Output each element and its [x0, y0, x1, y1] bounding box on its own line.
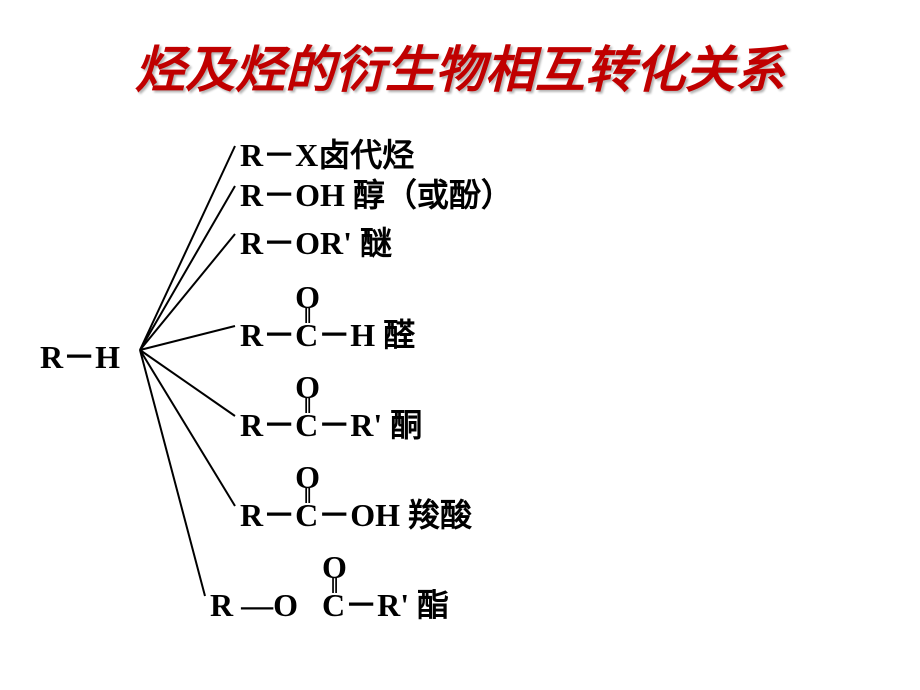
diagram-content: R－H R－X卤代烃R－OH 醇（或酚）R－OR' 醚R－O‖C－H 醛R－O‖… [40, 110, 880, 670]
compound-label: 酮 [390, 407, 422, 443]
carbonyl-group: O‖C [322, 587, 345, 624]
double-bond: ‖ [322, 575, 345, 597]
formula-prefix: R－ [240, 497, 295, 533]
page-title: 烃及烃的衍生物相互转化关系 [0, 30, 920, 102]
formula-prefix: R [210, 587, 233, 623]
compound-label: 醚 [360, 225, 392, 261]
connector-line [140, 350, 235, 506]
compound-label: 酯 [417, 587, 449, 623]
derivative-item: R－O‖C－H 醛 [240, 310, 415, 356]
formula-suffix: －H [318, 317, 383, 353]
formula-suffix: －R' [318, 407, 390, 443]
bond: — [233, 587, 273, 623]
derivative-item: R－O‖C－R' 酮 [240, 400, 422, 446]
root-node: R－H [40, 332, 120, 378]
derivative-item: R－OH 醇（或酚） [240, 170, 513, 216]
connector-line [140, 234, 235, 350]
double-bond: ‖ [295, 305, 318, 327]
compound-label: 卤代烃 [318, 137, 414, 173]
formula-suffix: －R' [345, 587, 417, 623]
formula-prefix: R－ [240, 317, 295, 353]
carbonyl-group: O‖C [295, 317, 318, 354]
formula-text: R－X [240, 137, 318, 173]
double-bond: ‖ [295, 395, 318, 417]
formula-suffix: －OH [318, 497, 408, 533]
derivative-item: R－O‖C－OH 羧酸 [240, 490, 472, 536]
connector-line [140, 146, 235, 350]
oxygen-atom: O [273, 587, 298, 623]
connector-line [140, 326, 235, 350]
connector-line [140, 186, 235, 350]
derivative-item: R —O O‖C－R' 酯 [210, 580, 449, 626]
formula-text: R－OH [240, 177, 353, 213]
compound-label: 醇（或酚） [353, 177, 513, 213]
carbonyl-group: O‖C [295, 497, 318, 534]
connector-line [140, 350, 205, 596]
double-bond: ‖ [295, 485, 318, 507]
derivative-item: R－OR' 醚 [240, 218, 392, 264]
formula-prefix: R－ [240, 407, 295, 443]
formula-text: R－OR' [240, 225, 360, 261]
carbonyl-group: O‖C [295, 407, 318, 444]
compound-label: 羧酸 [408, 497, 472, 533]
spacer [298, 587, 322, 623]
compound-label: 醛 [383, 317, 415, 353]
